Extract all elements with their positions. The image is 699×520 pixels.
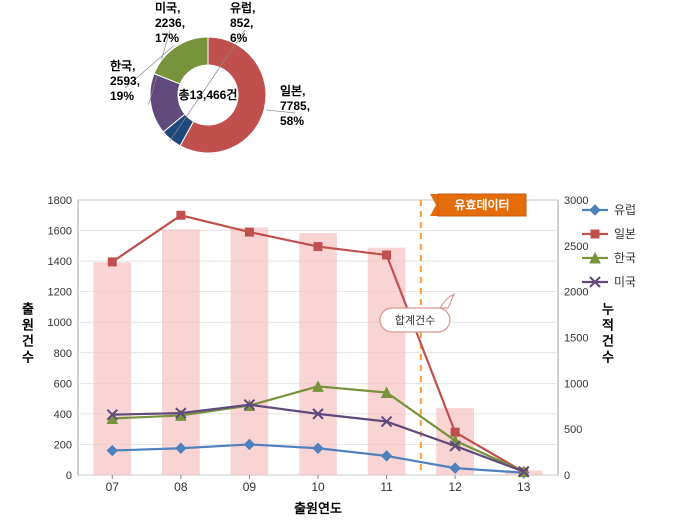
svg-text:2236,: 2236, bbox=[155, 16, 185, 30]
donut-chart: 일본,7785,58% 유럽,852,6% 미국,2236,17% 한국,2593,1… bbox=[110, 0, 310, 153]
svg-text:합계건수: 합계건수 bbox=[395, 314, 435, 327]
svg-text:10: 10 bbox=[311, 480, 325, 494]
svg-text:400: 400 bbox=[54, 409, 72, 421]
svg-text:7785,: 7785, bbox=[280, 99, 310, 113]
svg-text:13: 13 bbox=[517, 480, 531, 494]
svg-text:한국,: 한국, bbox=[110, 58, 135, 73]
svg-text:총13,466건: 총13,466건 bbox=[179, 87, 238, 102]
svg-text:852,: 852, bbox=[230, 16, 253, 30]
bar-09 bbox=[231, 228, 269, 476]
x-title: 출원연도 bbox=[294, 501, 342, 516]
valid-data-badge: 유효데이터 bbox=[430, 194, 526, 216]
svg-text:1500: 1500 bbox=[564, 333, 588, 345]
svg-text:19%: 19% bbox=[110, 89, 134, 103]
line-chart: 0200400600800100012001400160018000500100… bbox=[22, 194, 636, 516]
svg-text:2593,: 2593, bbox=[110, 74, 140, 88]
y-right-title: 누적건수 bbox=[602, 302, 614, 365]
svg-text:1000: 1000 bbox=[564, 378, 588, 390]
legend: 유럽일본한국미국 bbox=[582, 203, 636, 289]
svg-text:500: 500 bbox=[564, 424, 582, 436]
svg-text:일본: 일본 bbox=[614, 227, 636, 241]
svg-text:1600: 1600 bbox=[48, 226, 72, 238]
svg-text:1800: 1800 bbox=[48, 195, 72, 207]
svg-text:08: 08 bbox=[174, 480, 188, 494]
svg-text:0: 0 bbox=[66, 470, 72, 482]
chart-root: 일본,7785,58%유럽,852,6%미국,2236,17%한국,2593,1… bbox=[0, 0, 699, 520]
svg-text:6%: 6% bbox=[230, 31, 248, 45]
svg-text:800: 800 bbox=[54, 348, 72, 360]
y-left-title: 출원건수 bbox=[22, 302, 34, 365]
svg-text:09: 09 bbox=[243, 480, 257, 494]
svg-text:일본,: 일본, bbox=[280, 84, 305, 98]
svg-text:3000: 3000 bbox=[564, 195, 588, 207]
svg-text:600: 600 bbox=[54, 378, 72, 390]
svg-text:0: 0 bbox=[564, 470, 570, 482]
svg-text:유럽,: 유럽, bbox=[230, 1, 255, 15]
svg-text:유효데이터: 유효데이터 bbox=[454, 197, 509, 212]
bar-08 bbox=[162, 229, 200, 475]
svg-text:1400: 1400 bbox=[48, 256, 72, 268]
svg-text:미국,: 미국, bbox=[155, 0, 180, 15]
svg-text:2000: 2000 bbox=[564, 287, 588, 299]
svg-text:1200: 1200 bbox=[48, 287, 72, 299]
svg-text:11: 11 bbox=[380, 480, 393, 494]
bar-07 bbox=[93, 262, 131, 475]
bar-10 bbox=[299, 233, 337, 475]
svg-text:미국: 미국 bbox=[614, 275, 636, 289]
svg-text:12: 12 bbox=[448, 480, 462, 494]
svg-text:1000: 1000 bbox=[48, 317, 72, 329]
svg-text:58%: 58% bbox=[280, 114, 304, 128]
svg-text:한국: 한국 bbox=[614, 251, 636, 265]
svg-text:200: 200 bbox=[54, 439, 72, 451]
svg-text:2500: 2500 bbox=[564, 241, 588, 253]
svg-text:17%: 17% bbox=[155, 31, 179, 45]
svg-text:유럽: 유럽 bbox=[614, 203, 636, 217]
svg-text:07: 07 bbox=[106, 480, 120, 494]
bar-11 bbox=[368, 248, 406, 475]
